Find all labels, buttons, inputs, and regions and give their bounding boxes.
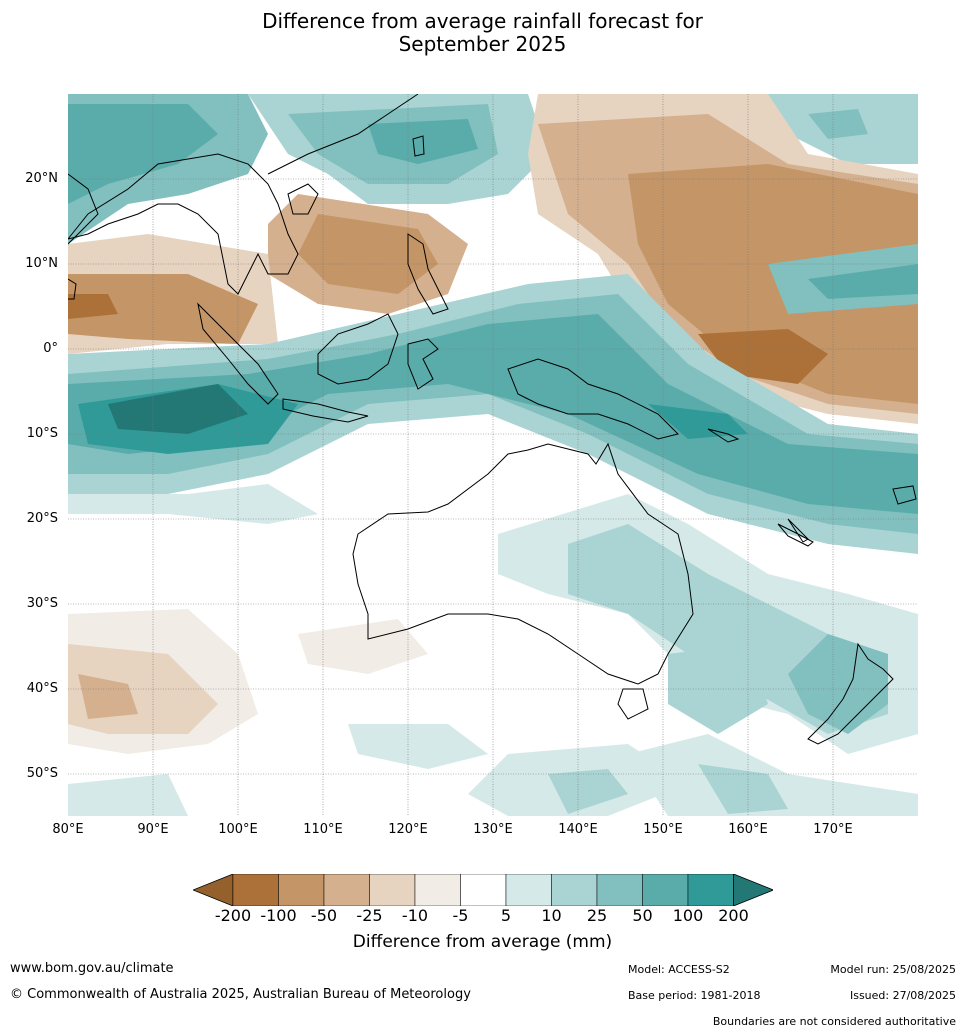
colorbar-segment: [596, 873, 643, 907]
lat-label-20n: 20°N: [25, 171, 58, 186]
colorbar-extend-low: [191, 873, 234, 907]
colorbar-segment: [369, 873, 416, 907]
model-text: Model: ACCESS-S2: [628, 963, 730, 976]
lon-label-120e: 120°E: [388, 822, 428, 837]
colorbar-segment: [232, 873, 279, 907]
colorbar-segment: [323, 873, 370, 907]
colorbar-svg: [191, 873, 775, 907]
map-title: Difference from average rainfall forecas…: [0, 10, 965, 56]
lon-label-150e: 150°E: [643, 822, 683, 837]
boundaries-note: Boundaries are not considered authoritat…: [712, 1015, 956, 1028]
lat-label-0: 0°: [43, 341, 58, 356]
coastlines: [68, 94, 917, 745]
lat-label-30s: 30°S: [26, 596, 58, 611]
lon-label-100e: 100°E: [218, 822, 258, 837]
colorbar-segment: [505, 873, 552, 907]
lon-label-90e: 90°E: [137, 822, 169, 837]
lon-label-140e: 140°E: [558, 822, 598, 837]
colorbar-tick-label: -25: [356, 906, 383, 925]
colorbar-segment: [414, 873, 461, 907]
lat-label-40s: 40°S: [26, 681, 58, 696]
colorbar-tick-label: 5: [500, 906, 512, 925]
colorbar-segment: [551, 873, 598, 907]
new-guinea-outline: [507, 358, 679, 440]
colorbar-tick-label: -100: [260, 906, 297, 925]
colorbar-tick-label: 100: [672, 906, 704, 925]
website-link[interactable]: www.bom.gov.au/climate: [10, 961, 174, 976]
issued-text: Issued: 27/08/2025: [849, 989, 956, 1002]
new-zealand-outline: [807, 642, 894, 745]
colorbar-title: Difference from average (mm): [352, 932, 613, 952]
colorbar-tick-label: -200: [214, 906, 252, 925]
lat-label-20s: 20°S: [26, 511, 58, 526]
colorbar-segment: [687, 873, 734, 907]
asia-mainland-outline: [68, 153, 299, 295]
lat-label-50s: 50°S: [26, 766, 58, 781]
colorbar-tick-label: 25: [586, 906, 608, 925]
lon-label-160e: 160°E: [728, 822, 768, 837]
rainfall-map: [68, 94, 918, 816]
colorbar-tick-label: 10: [541, 906, 562, 925]
australia-outline: [352, 442, 694, 685]
model-run-text: Model run: 25/08/2025: [830, 963, 956, 976]
lat-label-10n: 10°N: [25, 256, 58, 271]
colorbar-extend-high: [733, 873, 775, 907]
colorbar-tick-label: 200: [718, 906, 749, 925]
lon-label-110e: 110°E: [303, 822, 343, 837]
colorbar-tick-label: -50: [310, 906, 338, 925]
lon-label-170e: 170°E: [813, 822, 853, 837]
gridlines: [68, 94, 918, 816]
colorbar: [191, 873, 775, 907]
lon-label-80e: 80°E: [52, 822, 84, 837]
colorbar-tick-label: -5: [452, 906, 469, 925]
title-line-2: September 2025: [398, 32, 567, 56]
copyright-text: © Commonwealth of Australia 2025, Austra…: [10, 987, 471, 1002]
colorbar-segment: [642, 873, 689, 907]
title-line-1: Difference from average rainfall forecas…: [262, 9, 703, 33]
base-period-text: Base period: 1981-2018: [628, 989, 761, 1002]
colorbar-segment: [278, 873, 325, 907]
lon-label-130e: 130°E: [473, 822, 513, 837]
rainfall-map-svg: [68, 94, 918, 816]
colorbar-tick-label: 50: [632, 906, 653, 925]
colorbar-segment: [460, 873, 507, 907]
colorbar-tick-label: -10: [401, 906, 429, 925]
lat-label-10s: 10°S: [26, 426, 58, 441]
